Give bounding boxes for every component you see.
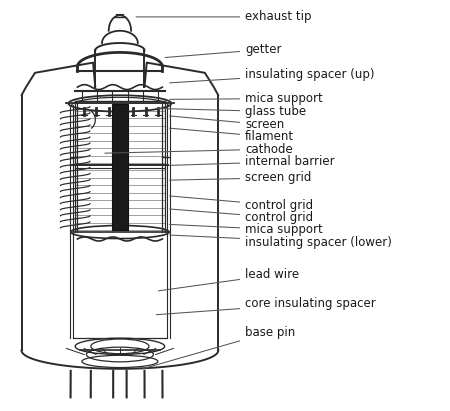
Text: mica support: mica support bbox=[170, 224, 323, 236]
Text: base pin: base pin bbox=[143, 326, 295, 369]
Text: insulating spacer (up): insulating spacer (up) bbox=[170, 67, 374, 83]
Text: cathode: cathode bbox=[105, 143, 293, 156]
Text: filament: filament bbox=[170, 128, 294, 143]
Text: getter: getter bbox=[165, 43, 282, 58]
Text: control grid: control grid bbox=[170, 209, 313, 224]
Text: control grid: control grid bbox=[170, 196, 313, 212]
Text: screen grid: screen grid bbox=[170, 171, 311, 184]
Text: screen: screen bbox=[170, 116, 284, 131]
Text: insulating spacer (lower): insulating spacer (lower) bbox=[170, 235, 392, 249]
Text: glass tube: glass tube bbox=[156, 105, 306, 118]
Text: lead wire: lead wire bbox=[158, 268, 299, 291]
Text: mica support: mica support bbox=[170, 92, 323, 105]
Text: exhaust tip: exhaust tip bbox=[136, 10, 311, 23]
Bar bbox=[112, 104, 128, 230]
Text: core insulating spacer: core insulating spacer bbox=[156, 297, 376, 315]
Text: internal barrier: internal barrier bbox=[170, 155, 335, 168]
